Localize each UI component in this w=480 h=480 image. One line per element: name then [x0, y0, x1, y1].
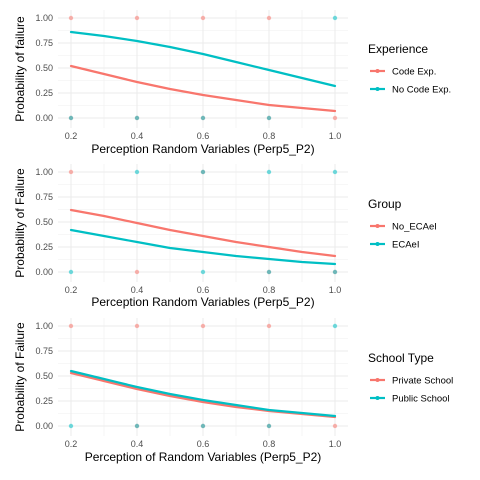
legend-title: Experience: [368, 42, 428, 56]
data-point: [332, 423, 338, 429]
legend-key-point: [375, 378, 380, 382]
legend-key-point: [375, 69, 380, 73]
data-point: [68, 269, 74, 275]
y-tick-label: 0.50: [35, 63, 53, 73]
data-point: [332, 15, 338, 21]
legend: Group No_ECAeI ECAeI: [368, 197, 437, 251]
data-point: [266, 115, 272, 121]
y-tick-label: 0.00: [35, 267, 53, 277]
x-tick-label: 0.4: [131, 285, 144, 295]
y-tick-label: 0.50: [35, 217, 53, 227]
legend-key-point: [375, 224, 380, 228]
series-line-2: [69, 228, 337, 266]
x-tick-label: 1.0: [329, 439, 342, 449]
y-tick-label: 0.75: [35, 38, 53, 48]
legend-label: Code Exp.: [392, 67, 436, 78]
x-tick-label: 0.4: [131, 439, 144, 449]
data-point: [266, 423, 272, 429]
grid: [58, 10, 348, 128]
x-tick-label: 0.4: [131, 131, 144, 141]
data-point: [200, 169, 206, 175]
x-tick-label: 0.2: [65, 439, 78, 449]
data-point: [68, 169, 74, 175]
y-tick-label: 1.00: [35, 167, 53, 177]
data-point: [332, 115, 338, 121]
y-tick-label: 1.00: [35, 321, 53, 331]
data-point: [68, 323, 74, 329]
data-point: [134, 269, 140, 275]
y-tick-label: 1.00: [35, 13, 53, 23]
data-point: [200, 423, 206, 429]
x-tick-label: 1.0: [329, 285, 342, 295]
data-point: [134, 423, 140, 429]
chart-panel-1: 0.2 0.4 0.6 0.8 1.0 0.00 0.25 0.50 0.75 1.00 Perce…: [13, 10, 451, 156]
x-tick-label: 0.2: [65, 285, 78, 295]
grid: [58, 318, 348, 436]
series-line-2: [69, 369, 337, 418]
x-tick-label: 0.8: [263, 285, 276, 295]
legend-label: No_ECAeI: [392, 222, 437, 233]
x-tick-label: 0.6: [197, 439, 210, 449]
x-tick-label: 0.6: [197, 131, 210, 141]
legend: Experience Code Exp. No Code Exp.: [368, 42, 451, 96]
legend: School Type Private School Public School: [368, 351, 453, 405]
points-2: [68, 15, 338, 121]
data-point: [200, 269, 206, 275]
legend-key-point: [375, 87, 380, 91]
y-tick-label: 0.75: [35, 192, 53, 202]
data-point: [266, 269, 272, 275]
y-tick-label: 0.25: [35, 242, 53, 252]
x-axis-title: Perception Random Variables (Perp5_P2): [91, 295, 314, 309]
data-point: [200, 323, 206, 329]
data-point: [332, 269, 338, 275]
y-tick-label: 0.00: [35, 113, 53, 123]
y-tick-label: 0.75: [35, 346, 53, 356]
legend-key-point: [375, 242, 380, 246]
x-tick-label: 0.8: [263, 439, 276, 449]
data-point: [68, 15, 74, 21]
series-line-1: [69, 64, 337, 113]
data-point: [266, 15, 272, 21]
y-tick-label: 0.00: [35, 421, 53, 431]
chart-panel-2: 0.2 0.4 0.6 0.8 1.0 0.00 0.25 0.50 0.75 1.00 Perce…: [13, 164, 437, 309]
x-axis-title: Perception of Random Variables (Perp5_P2…: [85, 450, 322, 464]
data-point: [332, 323, 338, 329]
points-2: [68, 169, 338, 275]
data-point: [200, 115, 206, 121]
data-point: [134, 115, 140, 121]
data-point: [332, 169, 338, 175]
y-tick-label: 0.25: [35, 396, 53, 406]
x-tick-label: 1.0: [329, 131, 342, 141]
data-point: [134, 169, 140, 175]
data-point: [134, 15, 140, 21]
data-point: [68, 115, 74, 121]
y-tick-label: 0.50: [35, 371, 53, 381]
y-axis-title: Probability of failure: [13, 16, 27, 122]
legend-label: No Code Exp.: [392, 85, 451, 96]
series-line-2: [69, 30, 337, 88]
legend-key-point: [375, 396, 380, 400]
y-axis-title: Probability of Failure: [13, 322, 27, 432]
data-point: [200, 15, 206, 21]
legend-title: Group: [368, 197, 402, 211]
data-point: [68, 423, 74, 429]
grid: [58, 164, 348, 282]
x-tick-label: 0.8: [263, 131, 276, 141]
legend-title: School Type: [368, 351, 434, 365]
chart-panel-3: 0.2 0.4 0.6 0.8 1.0 0.00 0.25 0.50 0.75 1.00 Perce…: [13, 318, 453, 464]
y-tick-label: 0.25: [35, 88, 53, 98]
series-line-1: [69, 208, 337, 258]
x-tick-label: 0.6: [197, 285, 210, 295]
legend-label: Private School: [392, 376, 453, 387]
legend-label: ECAeI: [392, 240, 419, 251]
data-point: [266, 323, 272, 329]
legend-label: Public School: [392, 394, 450, 405]
data-point: [134, 323, 140, 329]
y-axis-title: Probability of Failure: [13, 168, 27, 278]
points-2: [68, 323, 338, 429]
data-point: [266, 169, 272, 175]
x-axis-title: Perception Random Variables (Perp5_P2): [91, 142, 314, 156]
x-tick-label: 0.2: [65, 131, 78, 141]
